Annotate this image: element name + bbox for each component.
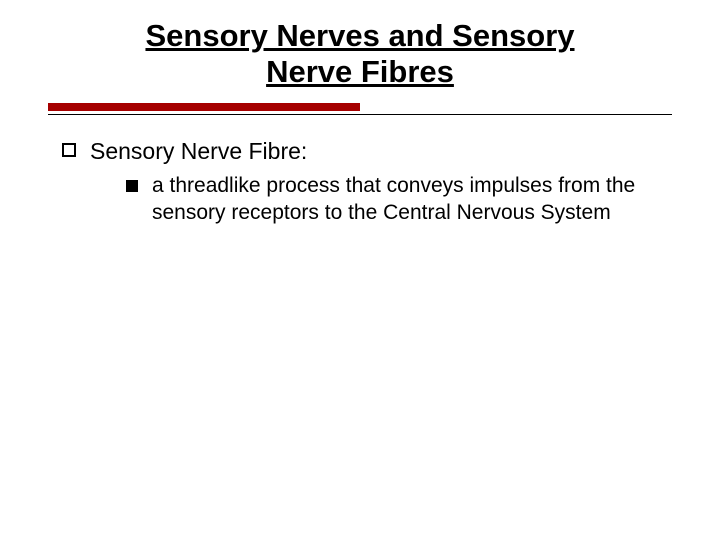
title-line-1: Sensory Nerves and Sensory <box>145 18 574 53</box>
title-rule-accent <box>48 103 360 111</box>
list-item: Sensory Nerve Fibre: <box>48 137 672 166</box>
slide-title: Sensory Nerves and Sensory Nerve Fibres <box>48 18 672 89</box>
list-item: a threadlike process that conveys impuls… <box>48 172 672 227</box>
lvl2-text: a threadlike process that conveys impuls… <box>152 172 662 227</box>
title-rule-thin <box>48 114 672 115</box>
lvl1-label: Sensory Nerve Fibre: <box>90 137 307 166</box>
content-area: Sensory Nerve Fibre: a threadlike proces… <box>48 137 672 226</box>
title-rule <box>48 103 672 115</box>
square-solid-icon <box>126 180 138 192</box>
title-line-2: Nerve Fibres <box>266 54 454 89</box>
slide: Sensory Nerves and Sensory Nerve Fibres … <box>0 0 720 540</box>
square-outline-icon <box>62 143 76 157</box>
